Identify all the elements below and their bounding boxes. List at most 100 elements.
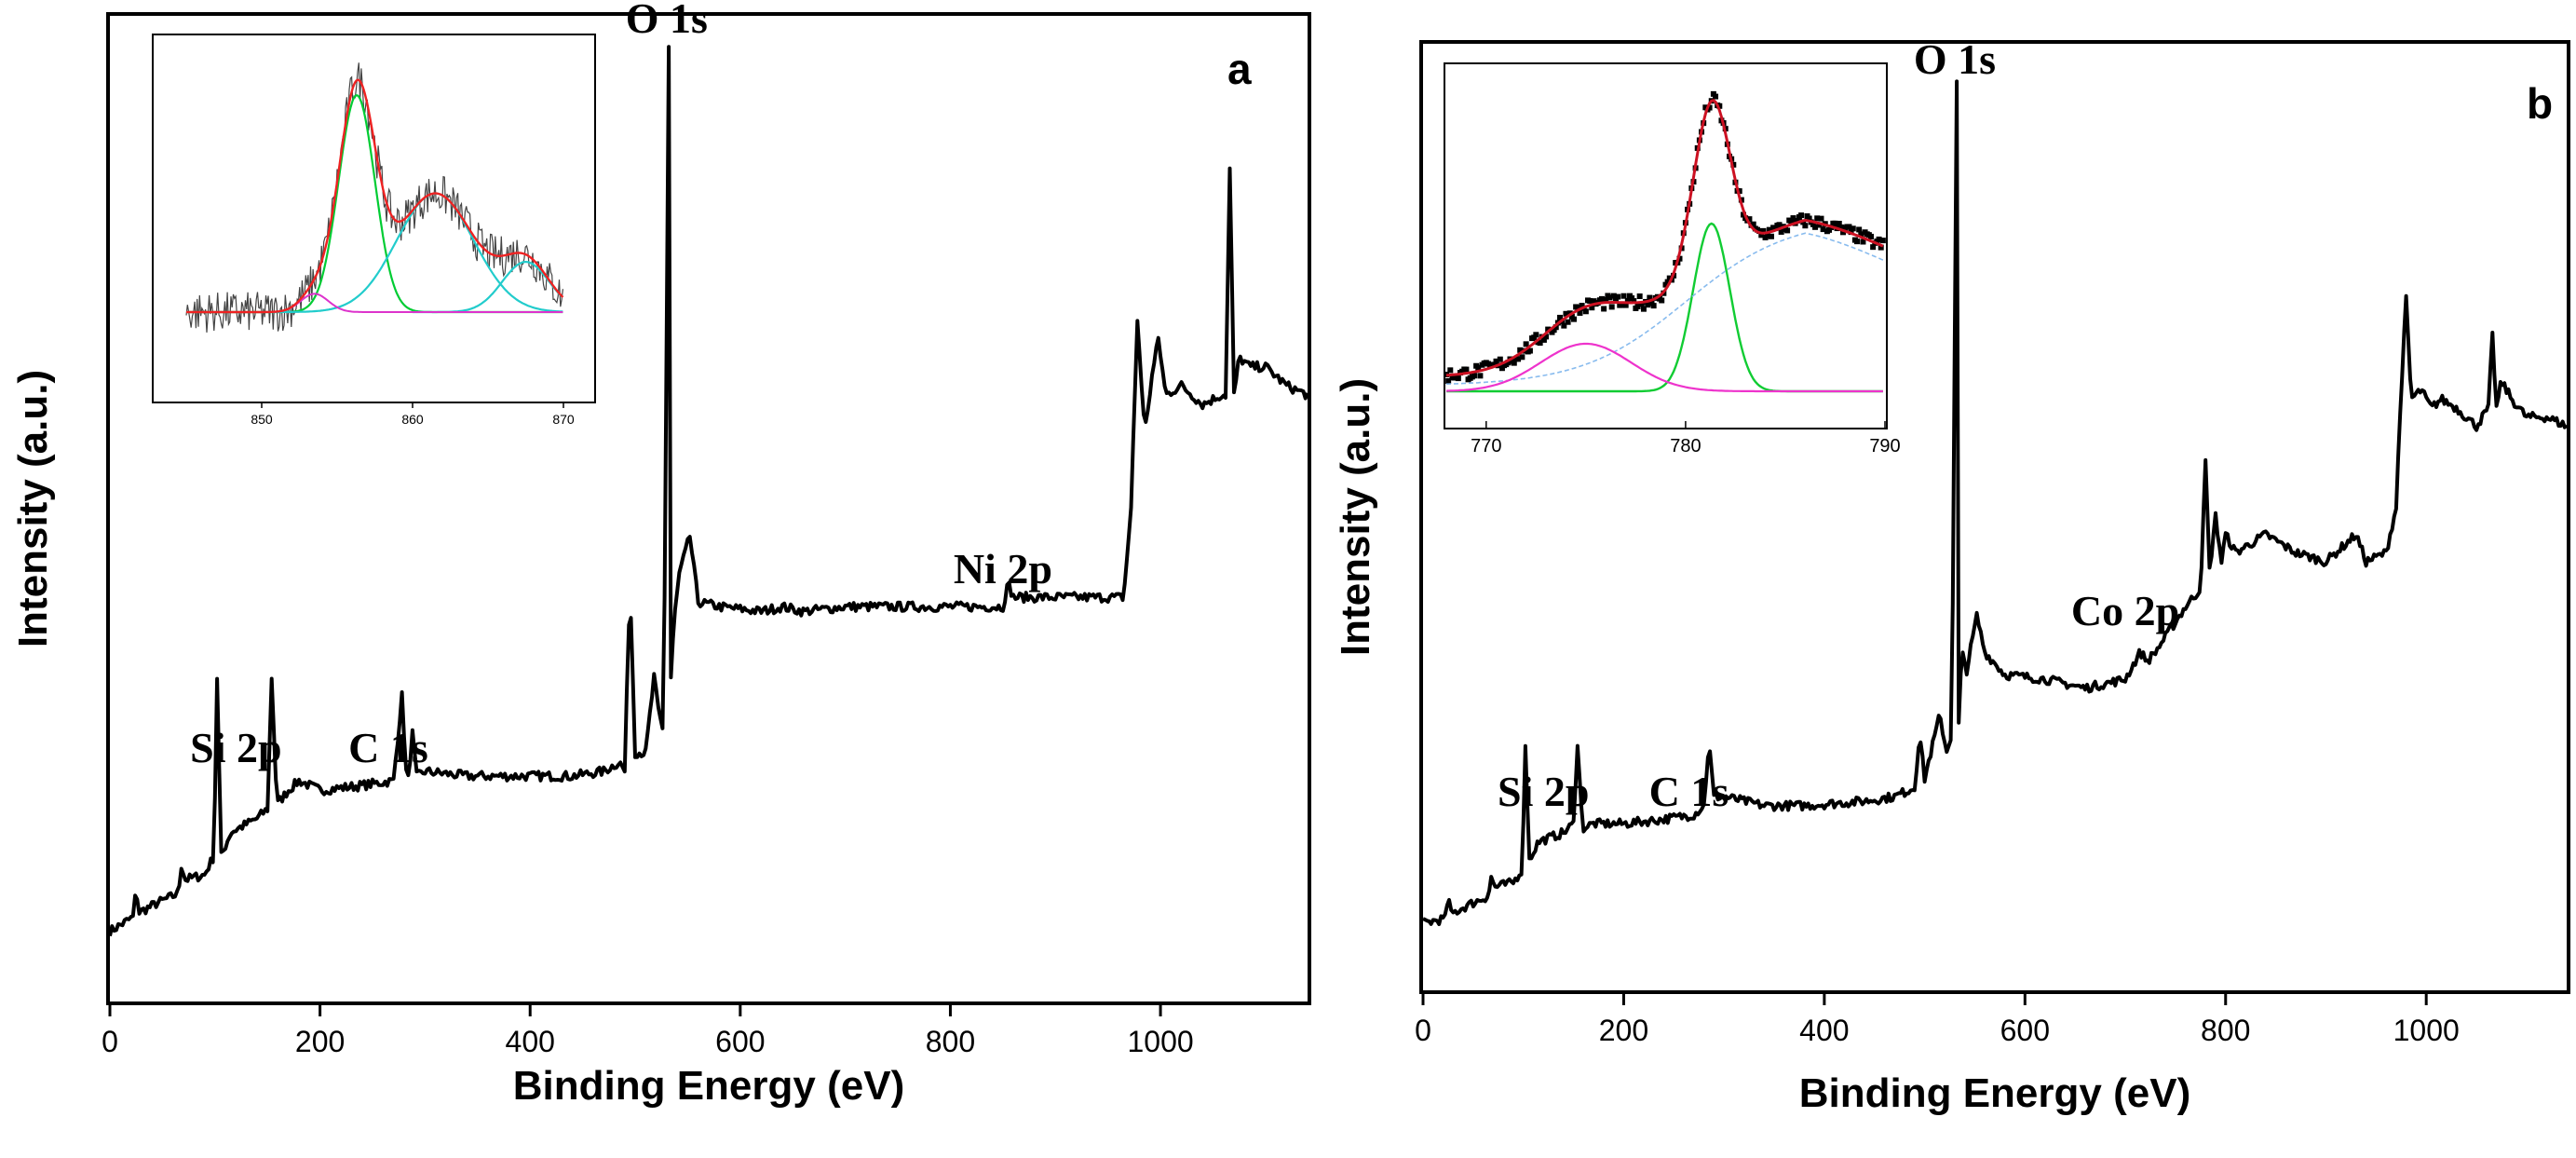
b-inset-point <box>1750 221 1756 227</box>
panel-a-inset-frame <box>152 34 596 403</box>
b-inset-point <box>1798 212 1805 219</box>
b-inset-point <box>1758 232 1765 238</box>
b-inset-point <box>1445 377 1452 384</box>
b-inset-point <box>1638 301 1645 307</box>
b-inset-point <box>1615 293 1621 300</box>
a-peak-label-3: Ni 2p <box>954 545 1052 593</box>
a-xtick-label-4: 800 <box>926 1025 975 1058</box>
b-inset-point <box>1840 229 1847 236</box>
b-inset-point <box>1768 233 1774 239</box>
b-inset-point <box>1463 366 1470 373</box>
b-inset-point <box>1533 332 1539 338</box>
b-inset-point <box>1608 304 1615 310</box>
b-xtick-label-5: 1000 <box>2393 1014 2460 1047</box>
b-inset-tick-label-0: 770 <box>1471 436 1501 456</box>
panel-a-survey-line <box>108 45 1309 937</box>
b-inset-point <box>1740 211 1746 218</box>
panel-a-frame <box>106 12 1311 1005</box>
b-inset-point <box>1540 336 1547 343</box>
b-inset-point <box>1788 218 1795 225</box>
panel-b-inset-ticks: 770 780 790 <box>1471 421 1901 456</box>
panel-b-ylabel: Intensity (a.u.) <box>1333 378 1378 656</box>
b-inset-point <box>1868 233 1875 239</box>
b-peak-label-2: O 1s <box>1914 35 1996 83</box>
b-inset-point <box>1778 228 1784 235</box>
b-inset-point <box>1471 373 1477 379</box>
b-peak-label-1: C 1s <box>1649 768 1729 815</box>
panel-b-xlabel: Binding Energy (eV) <box>1799 1070 2190 1116</box>
b-inset-point <box>1543 334 1550 340</box>
b-inset-point <box>1497 356 1503 362</box>
b-peak-label-0: Si 2p <box>1498 768 1589 815</box>
a-xtick-label-3: 600 <box>715 1025 765 1058</box>
b-inset-point <box>1475 364 1482 371</box>
panel-a: a Binding Energy (eV) Intensity (a.u.) 0… <box>10 0 1311 1109</box>
b-inset-point <box>1650 303 1657 309</box>
b-inset-point <box>1659 297 1665 304</box>
b-inset-point <box>1552 324 1559 331</box>
b-inset-point <box>1716 102 1723 109</box>
b-inset-point <box>1517 347 1524 353</box>
b-inset-point <box>1598 295 1605 302</box>
b-inset-tick-label-1: 780 <box>1670 436 1701 456</box>
b-inset-point <box>1575 304 1581 310</box>
b-inset-point <box>1505 360 1512 366</box>
b-inset-point <box>1610 293 1617 299</box>
b-peak-label-3: Co 2p <box>2071 587 2179 634</box>
panel-a-letter: a <box>1227 45 1252 93</box>
panel-a-inset: 850 860 870 <box>152 34 596 427</box>
panel-b-x-ticks: 0 200 400 600 800 1000 <box>1415 992 2460 1047</box>
b-inset-point <box>1832 220 1838 226</box>
b-inset-point <box>1846 224 1852 230</box>
b-inset-point <box>1772 225 1779 232</box>
b-inset-point <box>1756 227 1763 234</box>
b-inset-point <box>1587 297 1593 304</box>
b-inset-point <box>1647 294 1653 301</box>
b-inset-point <box>1850 225 1856 232</box>
b-inset-point <box>1878 244 1884 251</box>
panel-b-letter: b <box>2527 79 2553 128</box>
b-inset-point <box>1713 93 1719 100</box>
a-xtick-label-2: 400 <box>506 1025 555 1058</box>
b-inset-tick-label-2: 790 <box>1869 436 1900 456</box>
panel-a-inset-raw-signal <box>185 62 563 333</box>
b-inset-point <box>1854 238 1861 245</box>
b-inset-point <box>1515 356 1522 362</box>
b-inset-point <box>1493 358 1499 364</box>
panel-b-inset-magenta-component <box>1445 342 1883 393</box>
b-inset-point <box>1812 224 1819 230</box>
b-inset-point <box>1879 238 1886 244</box>
b-inset-point <box>1629 295 1635 302</box>
panel-a-inset-fit-line <box>186 78 564 314</box>
a-peak-label-1: C 1s <box>348 724 428 771</box>
b-inset-point <box>1622 302 1629 308</box>
b-inset-point <box>1447 367 1454 374</box>
b-inset-point <box>1794 217 1800 224</box>
panel-b-inset-fit-line <box>1445 99 1884 377</box>
b-inset-point <box>1746 216 1753 223</box>
panel-a-x-ticks: 0 200 400 600 800 1000 <box>102 1003 1194 1058</box>
b-inset-point <box>1571 316 1578 322</box>
b-inset-point <box>1706 104 1713 111</box>
b-inset-point <box>1511 360 1517 366</box>
panel-b-inset-frame <box>1444 62 1888 429</box>
b-inset-point <box>1619 302 1625 308</box>
b-inset-point <box>1624 297 1631 304</box>
b-inset-point <box>1561 322 1567 329</box>
b-inset-point <box>1565 319 1571 325</box>
b-xtick-label-4: 800 <box>2201 1014 2250 1047</box>
panel-b-peak-labels: Si 2p C 1s O 1s Co 2p <box>1498 35 2179 815</box>
b-inset-point <box>1806 215 1812 222</box>
b-inset-point <box>1776 222 1783 228</box>
b-xtick-label-1: 200 <box>1599 1014 1648 1047</box>
b-xtick-label-3: 600 <box>2000 1014 2050 1047</box>
b-inset-point <box>1736 188 1742 195</box>
b-inset-point <box>1860 238 1866 245</box>
b-inset-point <box>1455 375 1461 382</box>
b-inset-point <box>1816 222 1823 228</box>
b-inset-point <box>1612 296 1619 303</box>
b-inset-point <box>1802 223 1809 229</box>
a-xtick-label-1: 200 <box>295 1025 345 1058</box>
panel-b-frame <box>1419 40 2570 994</box>
